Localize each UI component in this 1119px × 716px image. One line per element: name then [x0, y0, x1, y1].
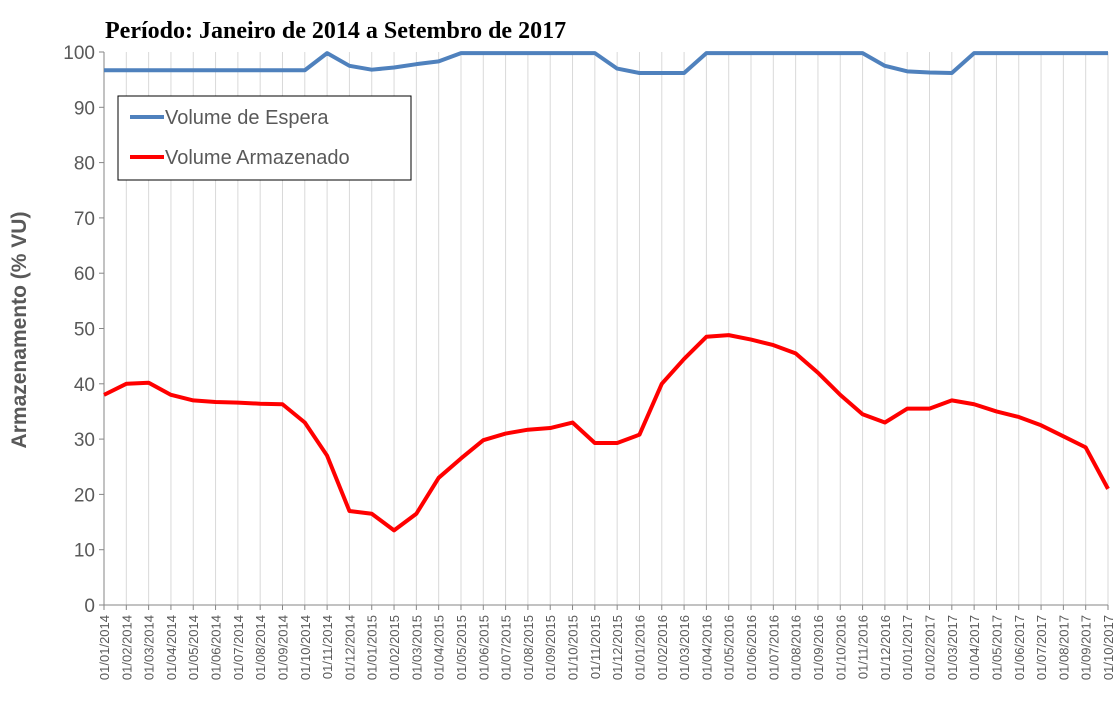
x-tick-label: 01/09/2015: [543, 615, 558, 680]
x-tick-label: 01/09/2016: [811, 615, 826, 680]
chart-title: Período: Janeiro de 2014 a Setembro de 2…: [105, 18, 566, 44]
x-tick-label: 01/02/2014: [119, 615, 134, 680]
x-tick-label: 01/10/2015: [566, 615, 581, 680]
x-tick-label: 01/07/2014: [231, 615, 246, 680]
x-tick-label: 01/12/2016: [878, 615, 893, 680]
x-tick-label: 01/09/2014: [275, 615, 290, 680]
x-tick-label: 01/01/2014: [97, 615, 112, 680]
y-tick-label: 60: [74, 264, 95, 285]
x-tick-label: 01/11/2015: [588, 615, 603, 679]
x-tick-label: 01/06/2017: [1012, 615, 1027, 680]
x-tick-label: 01/02/2016: [655, 615, 670, 680]
x-tick-label: 01/05/2017: [989, 615, 1004, 680]
y-tick-label: 100: [63, 43, 95, 64]
x-tick-label: 01/08/2016: [789, 615, 804, 680]
x-tick-label: 01/03/2014: [142, 615, 157, 680]
x-tick-label: 01/01/2015: [365, 615, 380, 680]
legend-label: Volume de Espera: [165, 107, 329, 129]
x-tick-label: 01/02/2017: [923, 615, 938, 680]
x-tick-label: 01/01/2016: [632, 615, 647, 680]
x-tick-label: 01/11/2014: [320, 615, 335, 679]
x-tick-label: 01/05/2014: [186, 615, 201, 680]
x-tick-label: 01/08/2015: [521, 615, 536, 680]
y-tick-label: 50: [74, 320, 95, 341]
x-tick-label: 01/10/2014: [298, 615, 313, 680]
y-tick-label: 90: [74, 98, 95, 119]
y-tick-label: 40: [74, 375, 95, 396]
line-series: [104, 51, 1108, 76]
x-tick-label: 01/03/2017: [945, 615, 960, 680]
x-tick-label: 01/06/2014: [209, 615, 224, 680]
x-tick-label: 01/09/2017: [1079, 615, 1094, 680]
x-tick-label: 01/07/2016: [766, 615, 781, 680]
x-tick-label: 01/11/2016: [856, 615, 871, 679]
x-tick-label: 01/12/2015: [610, 615, 625, 680]
y-tick-label: 30: [74, 430, 95, 451]
x-tick-label: 01/12/2014: [342, 615, 357, 680]
x-tick-label: 01/07/2015: [499, 615, 514, 680]
y-tick-label: 80: [74, 154, 95, 175]
x-tick-label: 01/10/2016: [833, 615, 848, 680]
x-tick-label: 01/06/2016: [744, 615, 759, 680]
y-tick-label: 20: [74, 485, 95, 506]
line-series: [103, 333, 1110, 533]
x-tick-label: 01/08/2014: [253, 615, 268, 680]
x-tick-label: 01/08/2017: [1056, 615, 1071, 680]
x-tick-label: 01/03/2015: [409, 615, 424, 680]
x-tick-label: 01/05/2016: [722, 615, 737, 680]
x-tick-label: 01/04/2017: [967, 615, 982, 680]
x-tick-label: 01/04/2016: [699, 615, 714, 680]
x-tick-label: 01/07/2017: [1034, 615, 1049, 680]
y-tick-label: 0: [84, 596, 95, 617]
x-tick-label: 01/03/2016: [677, 615, 692, 680]
x-tick-label: 01/04/2014: [164, 615, 179, 680]
x-tick-label: 01/05/2015: [454, 615, 469, 680]
y-axis-label: Armazenamento (% VU): [8, 212, 31, 449]
x-tick-label: 01/06/2015: [476, 615, 491, 680]
x-tick-label: 01/02/2015: [387, 615, 402, 680]
y-tick-label: 10: [74, 541, 95, 562]
y-tick-label: 70: [74, 209, 95, 230]
legend-label: Volume Armazenado: [165, 147, 350, 169]
legend-box: [117, 95, 412, 181]
x-tick-label: 01/01/2017: [900, 615, 915, 680]
x-tick-label: 01/10/2017: [1101, 615, 1116, 680]
x-tick-label: 01/04/2015: [432, 615, 447, 680]
